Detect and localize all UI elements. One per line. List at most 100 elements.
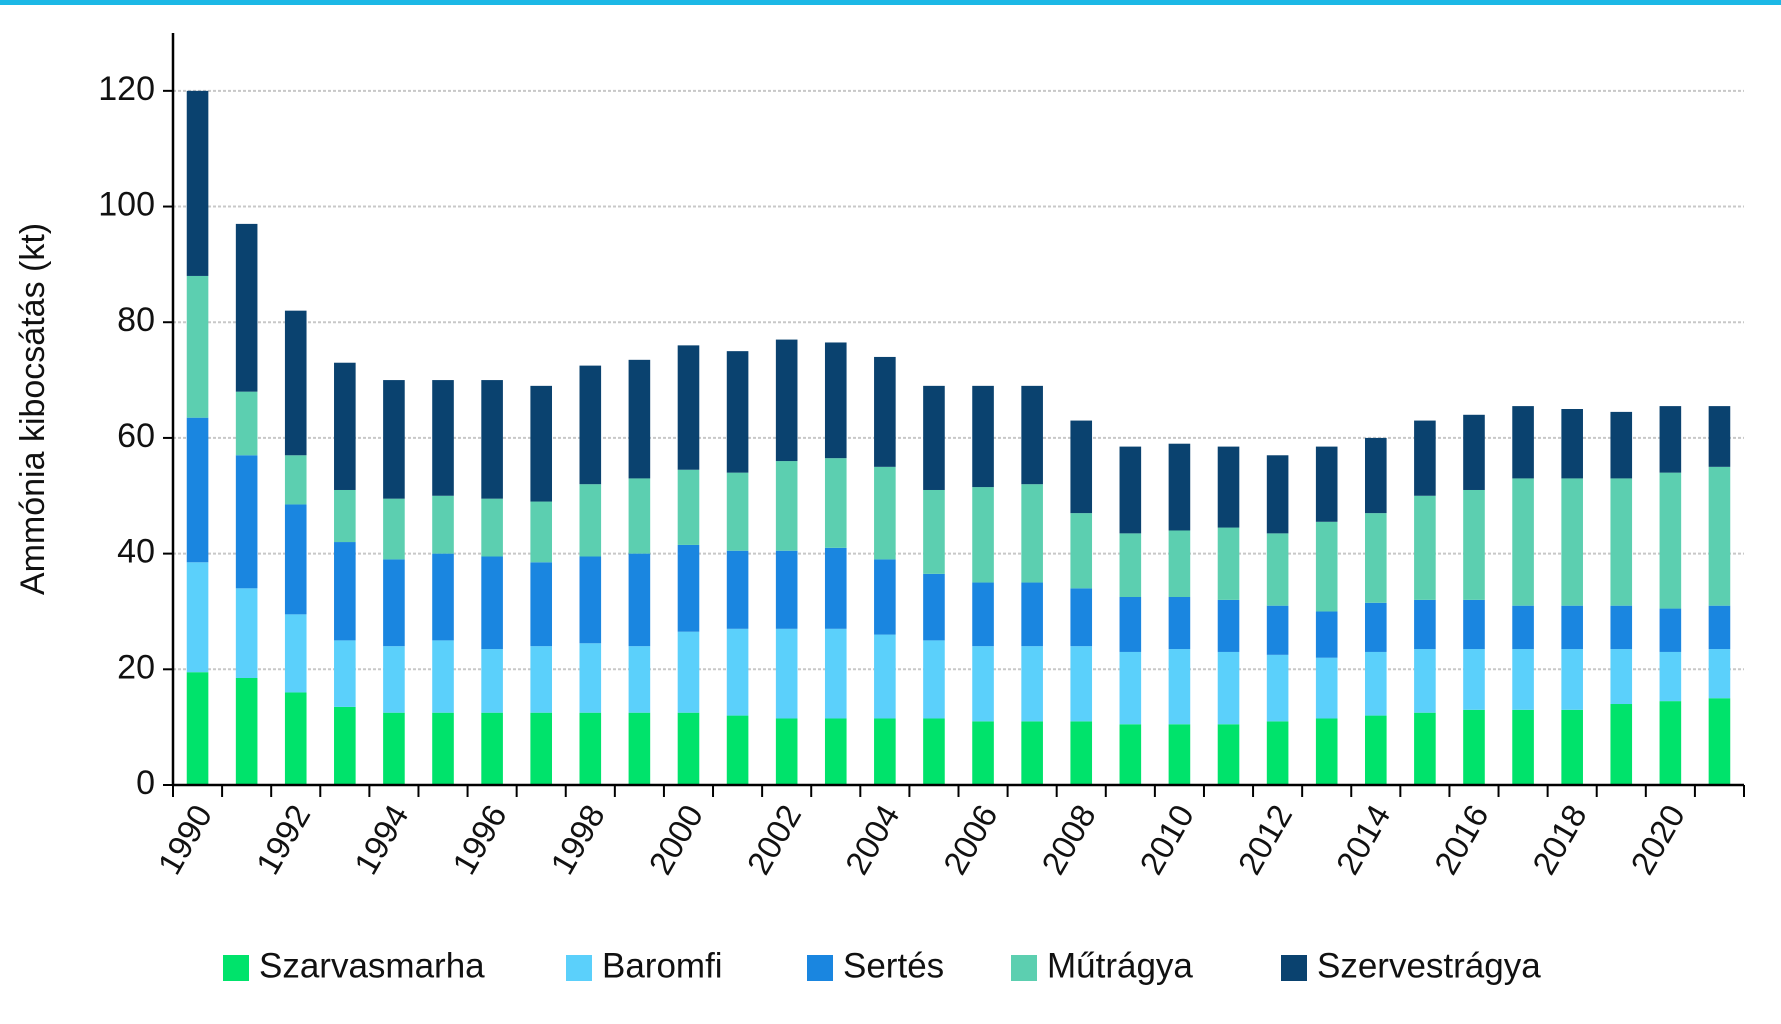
bar-segment xyxy=(1659,701,1682,785)
bar-segment xyxy=(1266,533,1289,606)
bar-segment xyxy=(1168,649,1191,725)
bar-segment xyxy=(824,547,847,629)
x-tick-label: 2008 xyxy=(1034,798,1103,880)
bar-segment xyxy=(1708,698,1731,785)
bar-segment xyxy=(530,501,553,563)
bar-segment xyxy=(530,562,553,647)
bar-segment xyxy=(383,380,405,499)
bar-segment xyxy=(432,712,454,785)
bar-segment xyxy=(1512,605,1534,650)
bar-segment xyxy=(432,553,454,641)
bar-segment xyxy=(284,504,307,615)
y-tick-label: 20 xyxy=(117,648,155,686)
bar-segment xyxy=(972,721,994,785)
bar-segment xyxy=(1364,651,1387,716)
bar-segment xyxy=(1364,513,1387,603)
x-tick-label: 2016 xyxy=(1427,798,1496,880)
x-tick-label: 1992 xyxy=(249,798,318,880)
bar-segment xyxy=(579,556,602,644)
bar-segment xyxy=(1512,649,1534,710)
bar-segment xyxy=(1070,420,1093,514)
bar-segment xyxy=(1168,530,1191,597)
y-tick-label: 40 xyxy=(117,533,155,571)
bar-segment xyxy=(1070,513,1093,589)
bar-segment xyxy=(481,649,503,713)
bar-segment xyxy=(1364,715,1387,785)
bar-segment xyxy=(972,487,994,583)
bar-segment xyxy=(432,495,454,554)
bar-segment xyxy=(1315,657,1338,719)
bar-segment xyxy=(1217,724,1240,785)
bar-segment xyxy=(628,359,651,479)
bar-segment xyxy=(1561,409,1583,479)
bar-segment xyxy=(1217,527,1240,600)
bar-segment xyxy=(972,385,994,488)
bar-segment xyxy=(1266,605,1289,655)
bar-segment xyxy=(186,417,209,563)
bar-segment xyxy=(481,712,503,785)
y-tick-label: 0 xyxy=(136,764,155,802)
bar-segment xyxy=(1561,649,1583,710)
bar-segment xyxy=(824,718,847,785)
x-tick-label: 2010 xyxy=(1132,798,1201,880)
bar-segment xyxy=(1610,649,1633,705)
bar-segment xyxy=(923,489,945,574)
bar-segment xyxy=(1463,489,1485,600)
bar-segment xyxy=(334,542,356,641)
x-tick-label: 2012 xyxy=(1230,798,1299,880)
bar-segment xyxy=(1610,411,1633,479)
bar-segment xyxy=(628,646,651,713)
bar-segment xyxy=(235,223,258,392)
bar-segment xyxy=(1610,605,1633,650)
bar-segment xyxy=(1659,472,1682,609)
bar-segment xyxy=(186,672,209,785)
bar-segment xyxy=(1463,414,1485,490)
bar-segment xyxy=(824,342,847,459)
x-tick-label: 2018 xyxy=(1525,798,1594,880)
bar-segment xyxy=(677,345,700,470)
bar-segment xyxy=(1021,484,1043,583)
bar-segment xyxy=(1119,651,1142,725)
x-tick-label: 2020 xyxy=(1623,798,1692,880)
bar-segment xyxy=(1119,724,1142,785)
bar-segment xyxy=(1266,455,1289,534)
bar-segment xyxy=(481,556,503,650)
bar-segment xyxy=(972,646,994,722)
bar-segment xyxy=(775,339,798,462)
bar-segment xyxy=(1168,597,1191,650)
bar-segment xyxy=(1266,654,1289,722)
bar-segment xyxy=(1217,599,1240,652)
bar-segment xyxy=(1414,712,1436,785)
bar-segment xyxy=(1414,649,1436,713)
legend-label: Műtrágya xyxy=(1047,946,1193,985)
x-tick-label: 2006 xyxy=(936,798,1005,880)
bar-segment xyxy=(530,385,553,502)
bar-segment xyxy=(530,646,553,713)
bar-segment xyxy=(923,640,945,719)
y-axis-label: Ammónia kibocsátás (kt) xyxy=(14,223,52,595)
bar-segment xyxy=(1168,443,1191,531)
bar-segment xyxy=(1463,709,1485,785)
bar-segment xyxy=(579,484,602,557)
bar-segment xyxy=(923,385,945,490)
bar-segment xyxy=(726,628,749,716)
bar-segment xyxy=(530,712,553,785)
bar-segment xyxy=(874,466,896,560)
bar-segment xyxy=(1021,582,1043,647)
bar-segment xyxy=(284,310,307,456)
bar-segment xyxy=(1414,420,1436,496)
bar-segment xyxy=(726,715,749,785)
bar-segment xyxy=(1512,709,1534,785)
top-strip xyxy=(0,0,1781,5)
bar-segment xyxy=(284,614,307,693)
bar-segment xyxy=(334,640,356,707)
bar-segment xyxy=(1610,704,1633,785)
bar-segment xyxy=(874,559,896,635)
bar-segment xyxy=(1364,602,1387,652)
legend-label: Szarvasmarha xyxy=(259,946,485,985)
bar-segment xyxy=(1217,446,1240,528)
legend-swatch xyxy=(566,955,592,981)
bar-segment xyxy=(579,365,602,485)
bar-segment xyxy=(677,469,700,545)
x-tick-label: 2004 xyxy=(838,798,907,880)
